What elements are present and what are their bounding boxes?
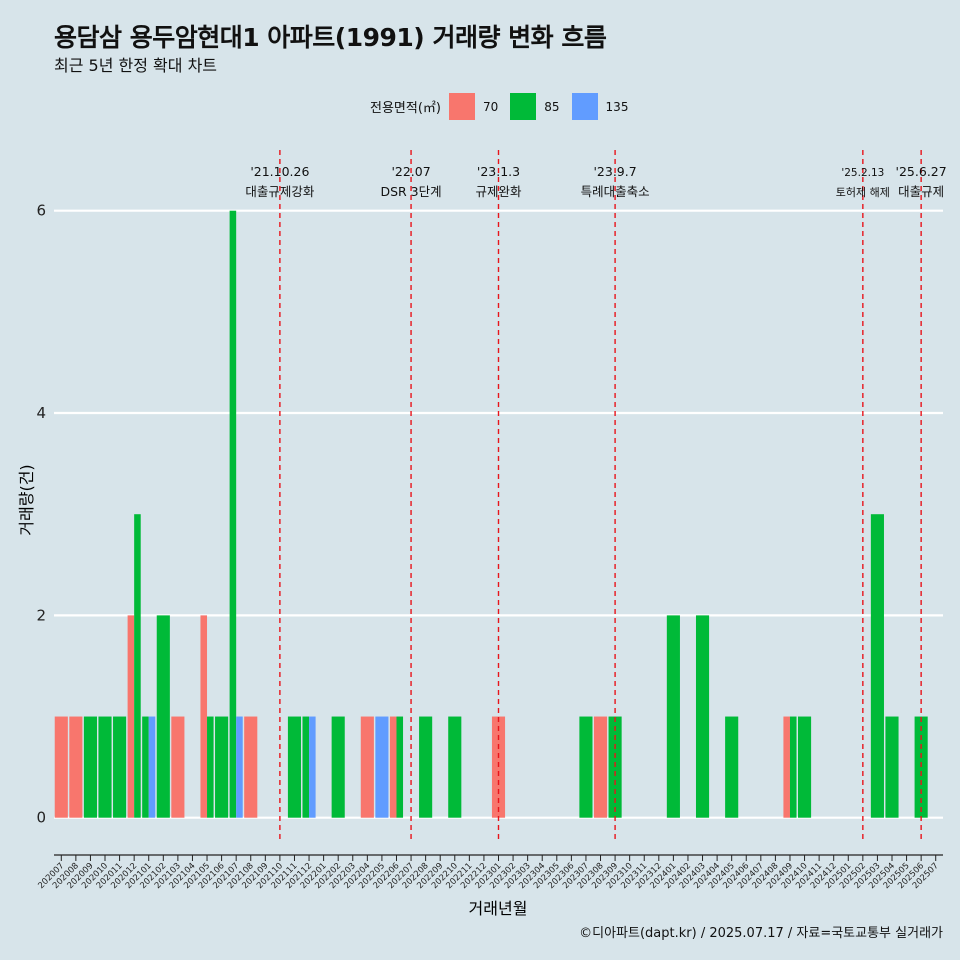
bar-85-202307	[579, 716, 593, 818]
bar-135-202107	[236, 716, 243, 818]
bar-135-202205	[375, 716, 389, 818]
event-date: '23.9.7	[593, 164, 636, 179]
bar-85-202504	[885, 716, 899, 818]
bar-70-202103	[171, 716, 185, 818]
event-date: '21.10.26	[250, 164, 309, 179]
bar-85-202011	[113, 716, 127, 818]
event-label: 대출규제강화	[245, 184, 315, 199]
legend-label-70: 70	[482, 99, 499, 114]
bar-85-202403	[695, 615, 710, 818]
bar-70-202206	[389, 716, 397, 818]
bar-85-202101	[142, 716, 149, 818]
legend-swatch-70	[448, 93, 475, 120]
event-label: 대출규제	[898, 184, 944, 199]
bar-85-202206	[396, 716, 404, 818]
bar-70-202105	[200, 615, 208, 818]
bar-85-202405	[725, 716, 739, 818]
legend-label-135: 135	[605, 99, 629, 114]
bar-85-202401	[666, 615, 680, 818]
legend-item-85: 85	[510, 93, 560, 120]
bar-85-202009	[83, 716, 97, 818]
y-tick-label: 2	[36, 606, 46, 624]
chart-title: 용담삼 용두암현대1 아파트(1991) 거래량 변화 흐름	[54, 23, 607, 52]
bar-85-202202	[331, 716, 345, 818]
bar-85-202208	[419, 716, 433, 818]
legend-item-135: 135	[571, 93, 629, 120]
bar-135-202101	[148, 716, 156, 818]
bar-70-202108	[244, 716, 258, 818]
bar-70-202008	[69, 716, 83, 818]
bar-85-202106	[215, 716, 229, 818]
event-date: '22.07	[391, 164, 430, 179]
bar-85-202503	[870, 514, 884, 818]
legend-swatch-135	[571, 93, 598, 120]
bar-70-202308	[593, 716, 608, 818]
bar-70-202301	[491, 716, 506, 818]
bars	[54, 210, 928, 818]
bar-85-202410	[797, 716, 812, 818]
bar-85-202107	[229, 210, 237, 818]
event-label: 규제완화	[475, 184, 522, 199]
bar-85-202210	[448, 716, 462, 818]
legend: 전용면적(㎡) 70 85 135	[370, 93, 640, 120]
bar-70-202012	[127, 615, 135, 818]
y-axis-label: 거래량(건)	[17, 464, 36, 535]
bar-135-202112	[309, 716, 316, 818]
bar-70-202204	[360, 716, 374, 818]
y-tick-label: 0	[36, 809, 46, 827]
bar-85-202409	[789, 716, 797, 818]
event-date: '25.2.13	[841, 167, 884, 179]
x-axis-label: 거래년월	[469, 899, 528, 918]
legend-title: 전용면적(㎡)	[370, 101, 441, 116]
bar-85-202102	[156, 615, 170, 818]
bar-85-202010	[98, 716, 112, 818]
chart-subtitle: 최근 5년 한정 확대 차트	[54, 56, 218, 75]
bar-70-202007	[54, 716, 68, 818]
bar-70-202409	[783, 716, 790, 818]
event-label: DSR 3단계	[380, 184, 441, 199]
bar-85-202506	[914, 716, 928, 818]
bar-85-202111	[287, 716, 302, 818]
source-caption: ©디아파트(dapt.kr) / 2025.07.17 / 자료=국토교통부 실…	[579, 926, 943, 941]
y-tick-label: 4	[36, 404, 46, 422]
event-markers: '21.10.26 대출규제강화 '22.07 DSR 3단계 '23.1.3 규제완화 '…	[245, 150, 947, 843]
bar-85-202309	[608, 716, 622, 818]
legend-swatch-85	[510, 93, 537, 120]
y-tick-label: 6	[36, 202, 46, 220]
event-date: '23.1.3	[477, 164, 520, 179]
event-date: '25.6.27	[896, 164, 947, 179]
legend-item-70: 70	[448, 93, 499, 120]
bar-85-202112	[302, 716, 310, 818]
bar-85-202105	[207, 716, 214, 818]
event-label: 토허제 해제	[836, 185, 890, 199]
bar-85-202012	[134, 514, 141, 818]
event-label: 특례대출축소	[581, 184, 650, 199]
legend-label-85: 85	[544, 99, 560, 114]
